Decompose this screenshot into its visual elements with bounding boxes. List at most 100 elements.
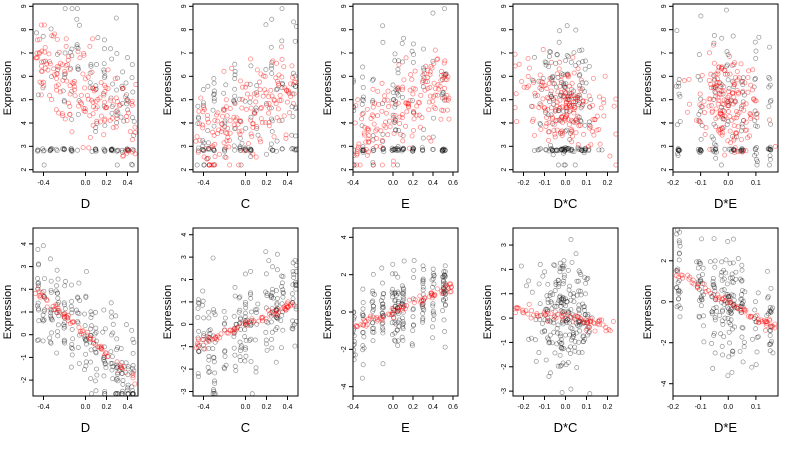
observed-point (721, 301, 727, 307)
observed-point (698, 148, 704, 154)
fitted-point (55, 63, 61, 69)
fitted-point (588, 124, 594, 130)
fitted-point (575, 142, 581, 148)
observed-point (577, 118, 583, 123)
observed-point (768, 323, 773, 329)
observed-point (93, 350, 99, 356)
fitted-point (282, 306, 288, 312)
observed-point (212, 370, 218, 376)
fitted-point (97, 119, 103, 125)
observed-point (730, 275, 735, 281)
observed-point (391, 311, 397, 317)
observed-point (725, 373, 731, 379)
fitted-point (426, 135, 432, 141)
observed-point (737, 148, 743, 154)
fitted-point (223, 97, 229, 103)
observed-point (554, 148, 560, 154)
x-tick-label: 0.1 (751, 404, 761, 411)
observed-point (700, 281, 706, 287)
observed-point (360, 311, 366, 317)
fitted-point (559, 119, 565, 125)
observed-point (82, 367, 87, 373)
x-tick-label: -0.1 (538, 180, 550, 187)
observed-point (585, 318, 591, 324)
observed-point (710, 275, 716, 281)
observed-point (115, 148, 121, 153)
observed-point (440, 308, 446, 314)
observed-point (392, 297, 398, 303)
observed-point (93, 388, 99, 394)
observed-point (419, 304, 425, 310)
fitted-point (569, 80, 575, 86)
observed-point (237, 348, 243, 354)
observed-point (48, 315, 54, 321)
fitted-point (571, 93, 577, 99)
fitted-point (599, 317, 605, 323)
observed-point (293, 146, 298, 152)
fitted-point (50, 303, 56, 309)
fitted-point (546, 137, 552, 143)
observed-point (568, 130, 573, 136)
observed-point (711, 141, 717, 147)
fitted-point (374, 314, 380, 320)
observed-point (370, 272, 376, 277)
observed-point (695, 279, 701, 285)
observed-point (767, 82, 773, 88)
observed-point (676, 288, 681, 294)
fitted-point (264, 102, 270, 108)
fitted-point (223, 155, 229, 161)
fitted-point (102, 89, 108, 95)
observed-point (401, 146, 407, 152)
observed-point (120, 149, 125, 155)
fitted-point (377, 144, 383, 150)
observed-point (380, 146, 386, 152)
fitted-point (370, 162, 376, 168)
observed-point (353, 162, 357, 168)
observed-point (538, 122, 543, 127)
observed-point (728, 98, 734, 104)
observed-point (89, 312, 95, 317)
observed-point (546, 317, 552, 323)
fitted-point (552, 134, 558, 140)
y-tick-label: 8 (21, 28, 28, 32)
observed-point (55, 301, 61, 307)
fitted-point (417, 124, 423, 130)
fitted-point (202, 346, 208, 352)
fitted-point (42, 49, 48, 55)
observed-point (561, 162, 567, 168)
observed-point (232, 147, 238, 153)
fitted-point (56, 310, 62, 316)
observed-point (441, 6, 447, 12)
fitted-point (686, 76, 692, 82)
observed-point (564, 298, 570, 304)
observed-point (108, 147, 114, 152)
fitted-point (716, 126, 722, 132)
fitted-point (695, 284, 701, 290)
observed-point (721, 334, 727, 340)
observed-point (380, 147, 386, 153)
observed-point (35, 247, 41, 252)
observed-point (108, 300, 114, 306)
observed-point (430, 301, 436, 307)
observed-point (280, 289, 286, 295)
fitted-point (531, 132, 537, 138)
observed-point (280, 290, 286, 296)
fitted-point (248, 95, 254, 101)
observed-point (524, 283, 529, 289)
observed-point (545, 112, 551, 118)
observed-point (395, 274, 401, 280)
y-tick-label: -1 (181, 344, 188, 350)
observed-point (54, 310, 60, 316)
fitted-point (743, 307, 749, 313)
y-tick-label: 5 (661, 98, 668, 102)
fitted-point (725, 103, 731, 109)
observed-point (360, 147, 366, 153)
observed-point (360, 96, 365, 102)
observed-point (125, 147, 131, 153)
observed-point (699, 236, 704, 242)
observed-point (696, 259, 702, 265)
observed-point (131, 391, 136, 396)
fitted-point (546, 95, 552, 101)
observed-point (87, 70, 93, 76)
fitted-point (287, 110, 293, 116)
